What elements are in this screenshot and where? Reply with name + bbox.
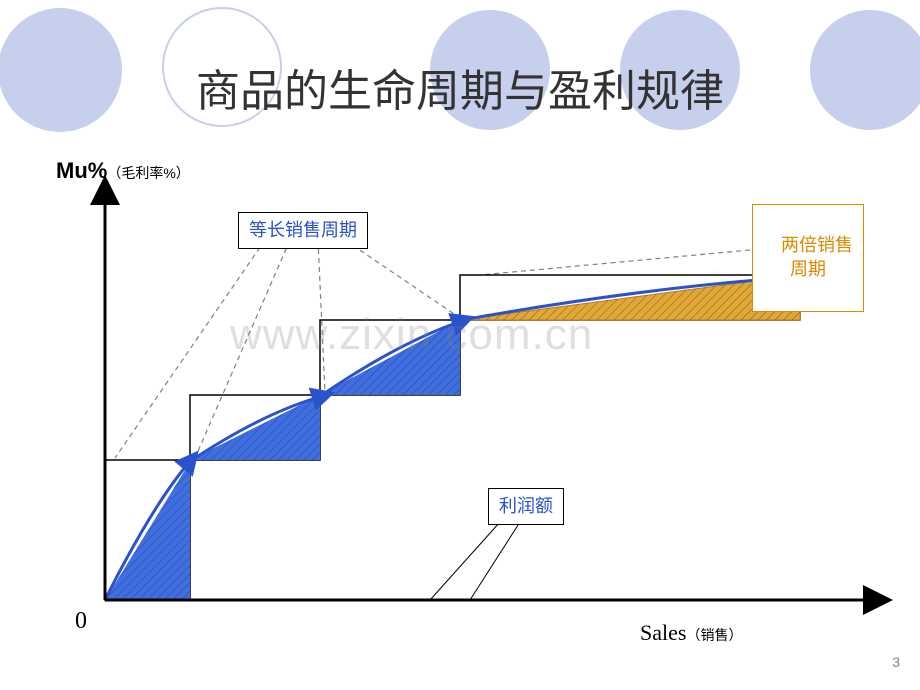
profit-text: 利润额 [499, 496, 553, 516]
profit-callout-tail [430, 522, 520, 600]
dash-line [480, 250, 750, 275]
dash-line [345, 240, 460, 318]
profit-label: 利润额 [488, 488, 564, 525]
slide: 商品的生命周期与盈利规律 Mu%（毛利率%） [0, 0, 920, 690]
equal-cycle-label: 等长销售周期 [238, 212, 368, 249]
x-axis-main: Sales [640, 620, 686, 645]
x-axis-sub: （销售） [686, 629, 742, 644]
double-cycle-label: 两倍销售 周期 [752, 204, 864, 312]
origin-label: 0 [75, 608, 87, 635]
watermark: www.zixin.com.cn [230, 310, 593, 360]
page-number: 3 [892, 654, 900, 670]
x-axis-label: Sales（销售） [640, 620, 742, 646]
equal-cycle-text: 等长销售周期 [249, 220, 357, 240]
double-cycle-text: 两倍销售 周期 [781, 235, 853, 278]
